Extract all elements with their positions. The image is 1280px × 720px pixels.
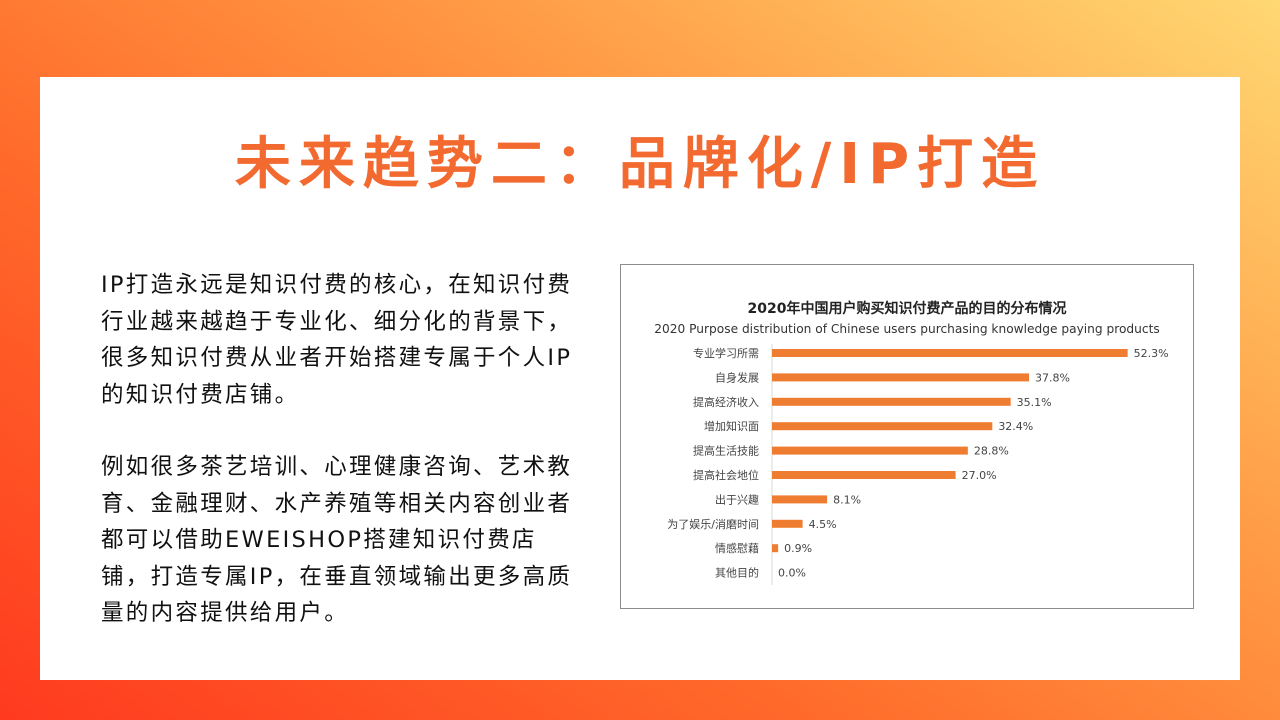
slide-card: 未来趋势二：品牌化/IP打造 IP打造永远是知识付费的核心，在知识付费行业越来越… <box>40 77 1240 680</box>
slide-title: 未来趋势二：品牌化/IP打造 <box>234 132 1046 197</box>
chart-title: 2020年中国用户购买知识付费产品的目的分布情况 <box>748 300 1067 317</box>
bar <box>772 495 828 504</box>
value-label: 0.0% <box>778 567 806 580</box>
value-label: 8.1% <box>833 493 861 506</box>
paragraph-1: IP打造永远是知识付费的核心，在知识付费行业越来越趋于专业化、细分化的背景下，很… <box>101 272 573 408</box>
category-label: 为了娱乐/消磨时间 <box>667 517 759 531</box>
category-label: 提高生活技能 <box>693 444 759 458</box>
category-label: 提高社会地位 <box>693 468 759 482</box>
category-label: 自身发展 <box>715 370 759 384</box>
category-label: 出于兴趣 <box>715 492 759 506</box>
category-label: 增加知识面 <box>704 419 759 433</box>
bar <box>772 519 803 528</box>
value-label: 32.4% <box>998 420 1033 433</box>
purpose-bar-chart: 2020年中国用户购买知识付费产品的目的分布情况 2020 Purpose di… <box>654 300 1169 585</box>
chart-box: 2020年中国用户购买知识付费产品的目的分布情况 2020 Purpose di… <box>620 264 1194 609</box>
category-label: 提高经济收入 <box>693 395 759 409</box>
value-label: 52.3% <box>1134 347 1169 360</box>
bar <box>772 397 1011 406</box>
category-label: 其他目的 <box>715 566 759 580</box>
value-label: 28.8% <box>974 445 1009 458</box>
bar-group: 专业学习所需 52.3% 自身发展 37.8% 提高经济收入 35.1% 增加知识面 32.4… <box>667 346 1168 580</box>
bar <box>772 471 956 479</box>
category-label: 情感慰藉 <box>715 542 759 555</box>
category-label: 专业学习所需 <box>693 346 759 360</box>
paragraph-2: 例如很多茶艺培训、心理健康咨询、艺术教育、金融理财、水产养殖等相关内容创业者都可… <box>101 454 573 626</box>
value-label: 37.8% <box>1035 371 1070 384</box>
bar <box>772 373 1030 382</box>
value-label: 35.1% <box>1017 396 1052 409</box>
bar <box>772 544 779 553</box>
bar <box>772 349 1128 357</box>
body-text: IP打造永远是知识付费的核心，在知识付费行业越来越趋于专业化、细分化的背景下，很… <box>101 267 581 632</box>
value-label: 27.0% <box>962 469 997 482</box>
value-label: 4.5% <box>809 518 837 531</box>
bar <box>772 422 993 431</box>
value-label: 0.9% <box>784 542 812 555</box>
bar <box>772 446 968 455</box>
chart-subtitle: 2020 Purpose distribution of Chinese use… <box>654 322 1159 336</box>
